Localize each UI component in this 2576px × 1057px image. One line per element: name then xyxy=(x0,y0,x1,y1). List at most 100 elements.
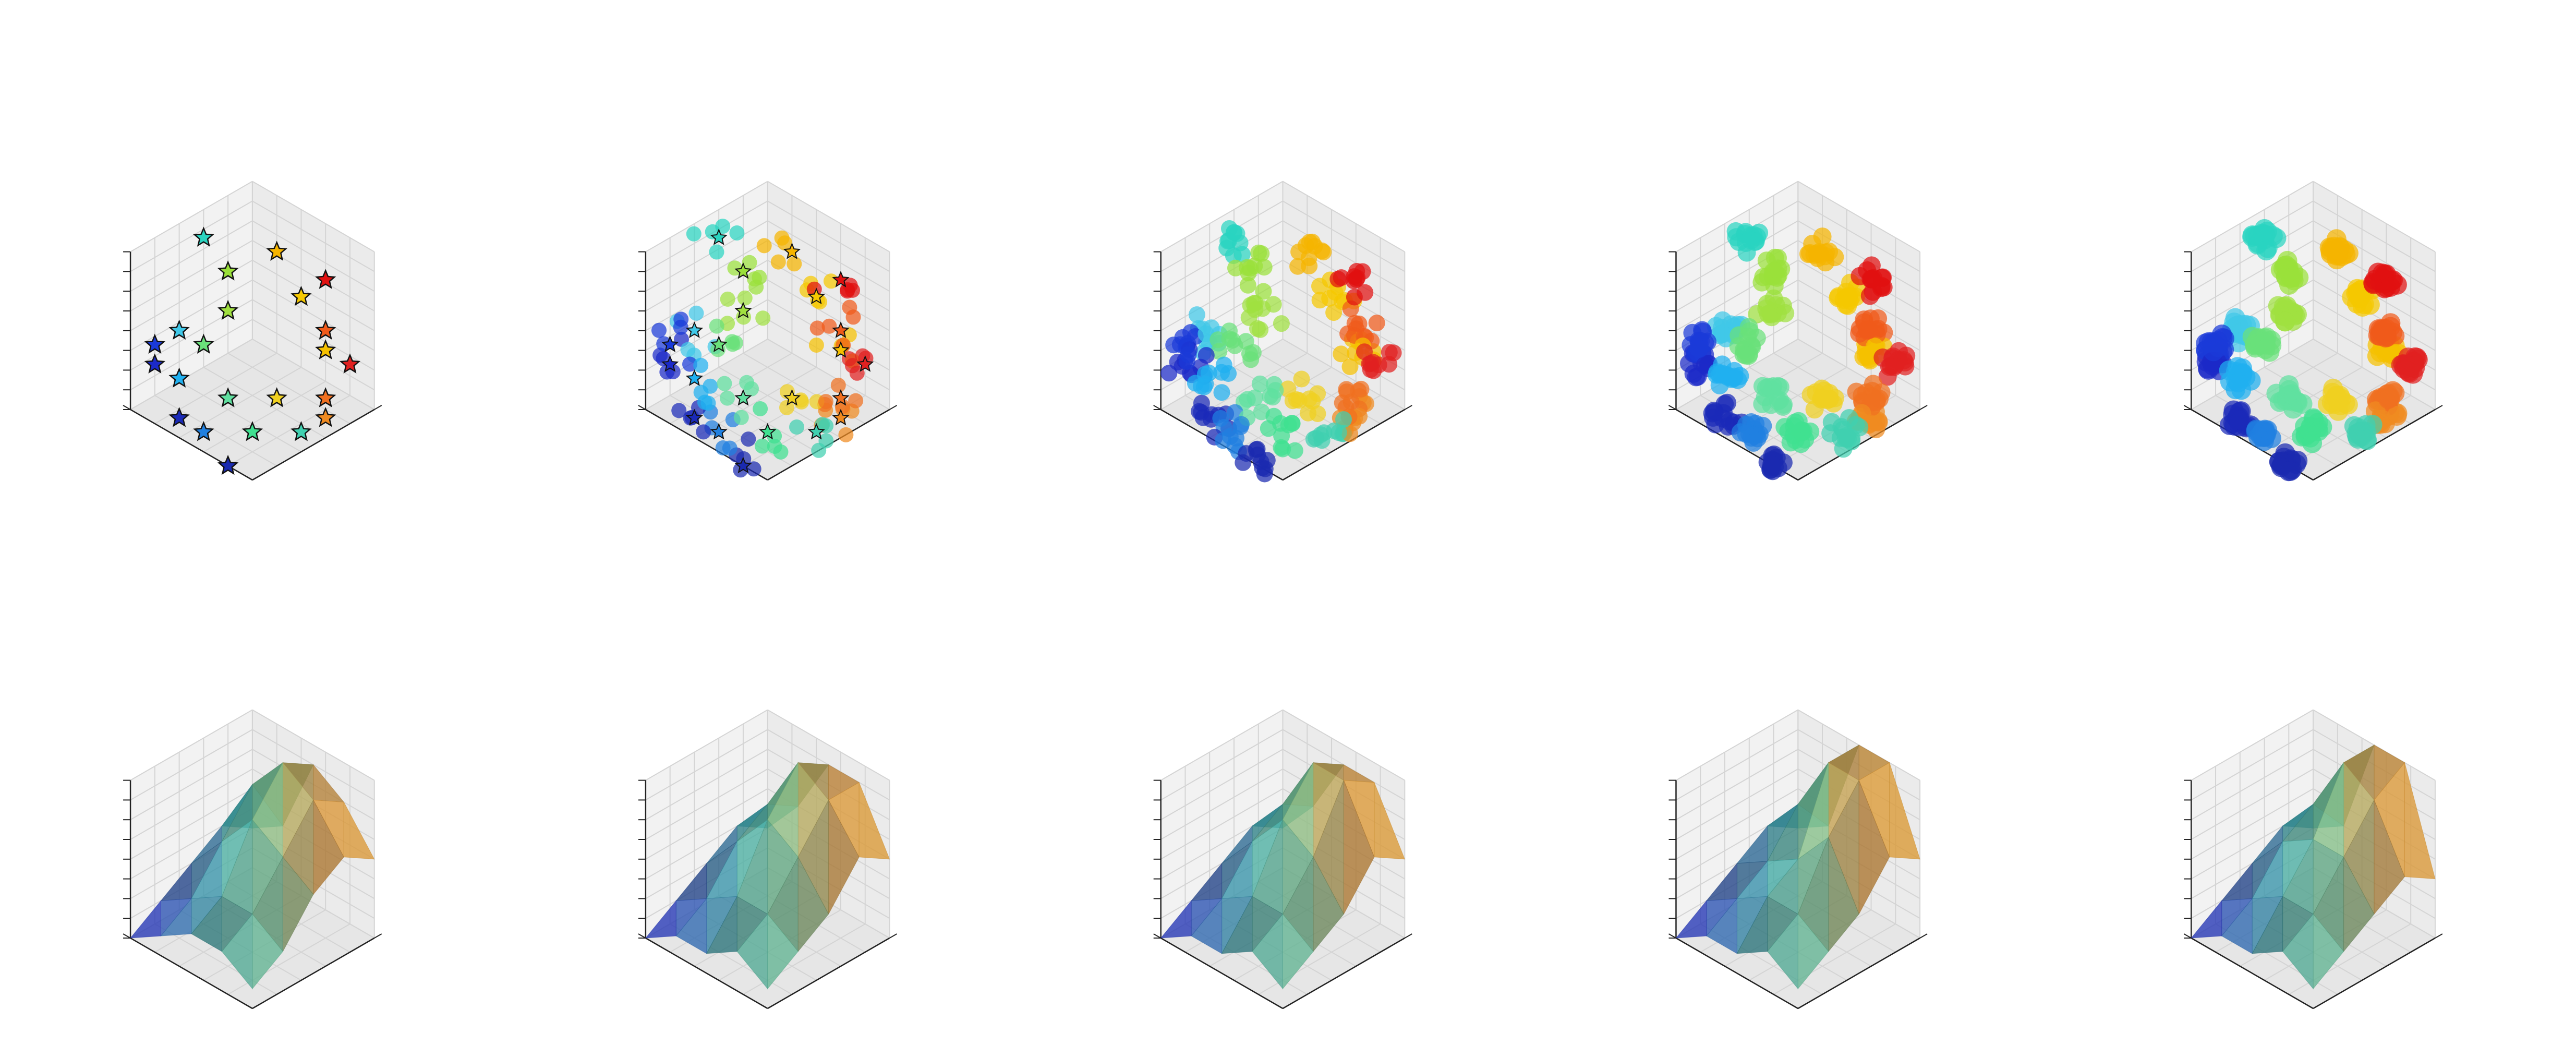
x-tick xyxy=(1331,976,1339,981)
scatter-point xyxy=(1370,356,1387,374)
scatter-point xyxy=(1753,394,1772,413)
y-tick xyxy=(1275,1004,1283,1009)
scatter-point xyxy=(755,438,770,454)
gridline xyxy=(767,319,890,391)
x-tick xyxy=(1919,933,1928,939)
gridline xyxy=(1675,749,1798,821)
gridline xyxy=(670,395,792,466)
x-tick xyxy=(816,976,824,981)
gridline xyxy=(1675,729,1798,801)
x-tick xyxy=(2313,1004,2321,1009)
x-tick xyxy=(1283,475,1290,481)
scatter-point xyxy=(1834,439,1853,458)
star-point xyxy=(783,242,801,259)
gridline xyxy=(2313,339,2436,410)
scatter-point xyxy=(1817,243,1835,262)
scatter-point xyxy=(2328,401,2349,421)
surface-facet xyxy=(1736,896,1768,954)
x-tick xyxy=(1797,1004,1806,1009)
gridline xyxy=(1160,220,1283,292)
y-tick xyxy=(760,1004,768,1009)
gridline xyxy=(645,788,768,860)
gridline xyxy=(252,220,375,292)
x-tick xyxy=(865,419,873,424)
x-tick xyxy=(252,475,260,481)
subplot-1-3 xyxy=(1153,181,1412,483)
scatter-point xyxy=(2380,277,2401,297)
y-tick xyxy=(1741,447,1750,452)
gridline xyxy=(2240,381,2363,452)
scatter-point xyxy=(2275,311,2295,332)
y-tick xyxy=(123,405,131,410)
y-tick xyxy=(2208,419,2216,424)
gridline xyxy=(130,240,253,311)
y-tick xyxy=(123,933,131,939)
x-tick xyxy=(1307,990,1315,995)
star-point xyxy=(217,299,239,320)
star-point xyxy=(217,387,239,407)
scatter-point xyxy=(1233,246,1251,263)
scatter-point xyxy=(1341,358,1359,375)
scatter-point xyxy=(696,424,711,440)
gridline xyxy=(718,381,841,452)
gridline xyxy=(2313,279,2436,351)
scatter-point xyxy=(2256,423,2276,443)
scatter-point xyxy=(787,256,802,272)
star-point xyxy=(832,321,850,339)
gridline xyxy=(645,709,768,781)
star-point xyxy=(217,260,239,281)
star-point xyxy=(734,389,752,406)
x-tick xyxy=(1895,419,1903,424)
gridline xyxy=(1283,709,1405,781)
star-point xyxy=(734,457,752,474)
y-tick xyxy=(638,405,646,410)
scatter-point xyxy=(744,381,759,397)
gridline xyxy=(645,240,768,311)
x-tick xyxy=(1283,1004,1290,1009)
x-tick xyxy=(2313,475,2321,481)
gridline xyxy=(227,353,350,424)
scatter-point xyxy=(755,310,771,326)
scatter-point xyxy=(720,390,735,406)
x-tick xyxy=(374,933,382,939)
gridline xyxy=(1283,279,1405,351)
scatter-point xyxy=(1346,315,1363,332)
scatter-point xyxy=(1346,289,1363,306)
scatter-point xyxy=(1239,391,1256,408)
y-tick xyxy=(245,1004,253,1009)
scatter-point xyxy=(818,433,834,449)
scatter-point xyxy=(1839,296,1857,315)
x-tick xyxy=(1871,962,1879,967)
gridline xyxy=(2191,181,2314,253)
scatter-point xyxy=(715,219,731,234)
gridline xyxy=(1160,788,1283,860)
y-tick xyxy=(1153,933,1162,939)
x-tick xyxy=(889,933,898,939)
star-point xyxy=(339,353,361,374)
x-tick xyxy=(767,475,776,481)
x-tick xyxy=(1822,461,1830,466)
subplot-2-4 xyxy=(1668,709,1928,1010)
scatter-point xyxy=(1260,420,1277,437)
x-tick xyxy=(1404,933,1412,939)
star-point xyxy=(315,319,336,340)
x-tick xyxy=(791,461,800,466)
star-point xyxy=(291,285,312,306)
scatter-point xyxy=(1255,259,1273,276)
gridline xyxy=(2191,240,2314,311)
surface-facet xyxy=(1889,762,1920,860)
scatter-point xyxy=(1311,278,1328,295)
scatter-point xyxy=(1765,277,1784,295)
star-point xyxy=(315,339,336,359)
x-tick xyxy=(1895,947,1903,953)
scatter-point xyxy=(673,319,688,335)
scatter-point xyxy=(671,403,687,418)
y-tick xyxy=(735,990,744,995)
scatter-point xyxy=(1739,346,1758,365)
y-tick xyxy=(2232,962,2241,967)
y-tick xyxy=(196,447,204,452)
x-tick xyxy=(276,990,285,995)
gridline xyxy=(1283,181,1405,253)
x-tick xyxy=(2337,990,2345,995)
surface-facet xyxy=(129,900,161,939)
